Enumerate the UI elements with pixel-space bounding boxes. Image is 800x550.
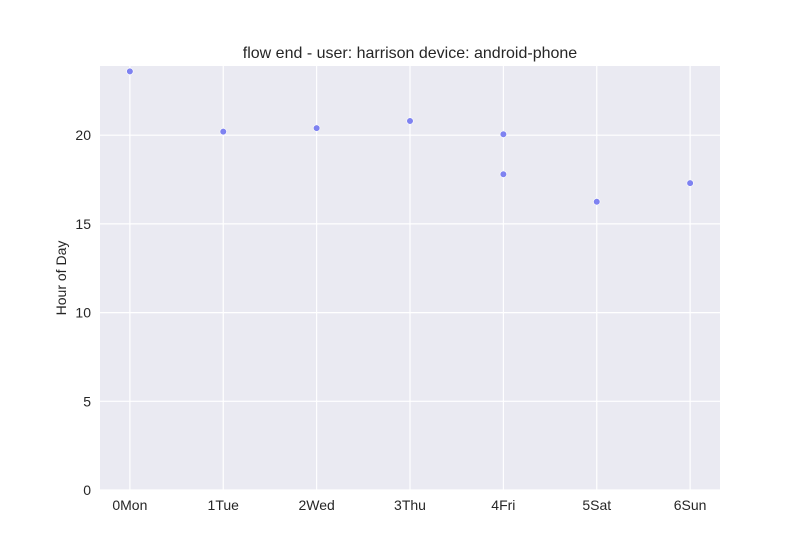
x-tick-label: 3Thu: [394, 497, 426, 513]
x-tick-label: 1Tue: [208, 497, 240, 513]
y-tick-label: 5: [83, 393, 91, 409]
data-points: [126, 67, 694, 206]
x-tick-label: 5Sat: [582, 497, 611, 513]
data-point: [686, 179, 694, 187]
y-tick-label: 0: [83, 482, 91, 498]
x-tick-labels: 0Mon 1Tue 2Wed 3Thu 4Fri 5Sat 6Sun: [112, 497, 706, 513]
x-tick-label: 4Fri: [491, 497, 515, 513]
data-point: [406, 117, 414, 125]
y-tick-label: 20: [75, 127, 91, 143]
data-point: [499, 170, 507, 178]
x-tick-label: 6Sun: [674, 497, 707, 513]
data-point: [313, 124, 321, 132]
x-tick-label: 2Wed: [298, 497, 334, 513]
y-tick-labels: 0 5 10 15 20: [75, 127, 91, 498]
y-axis-label: Hour of Day: [53, 241, 69, 316]
data-point: [219, 128, 227, 136]
chart-title: flow end - user: harrison device: androi…: [243, 45, 578, 62]
data-point: [593, 198, 601, 206]
grid-lines: [100, 66, 720, 491]
data-point: [126, 67, 134, 75]
y-tick-label: 10: [75, 305, 91, 321]
data-point: [499, 130, 507, 138]
y-tick-label: 15: [75, 216, 91, 232]
x-tick-label: 0Mon: [112, 497, 147, 513]
